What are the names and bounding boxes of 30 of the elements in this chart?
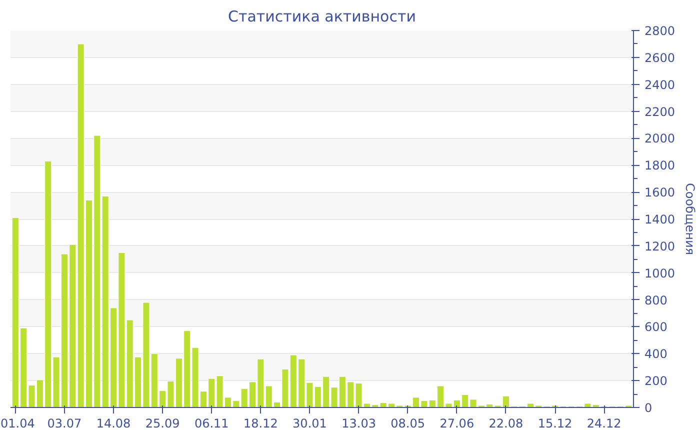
x-tick-label: 14.08 <box>96 416 131 430</box>
y-tick-label: 2600 <box>644 50 676 65</box>
y-tick-label: 600 <box>644 320 668 334</box>
x-tick-label: 25.09 <box>145 416 180 430</box>
y-tick-label: 2400 <box>644 78 676 92</box>
y-tick-label: 2200 <box>644 104 676 119</box>
x-tick-label: 06.11 <box>194 416 229 430</box>
x-tick-label: 30.01 <box>292 416 327 430</box>
y-tick-label: 1800 <box>644 158 676 173</box>
y-tick-label: 400 <box>644 347 668 362</box>
y-tick-label: 2800 <box>644 24 676 38</box>
y-tick-label: 1600 <box>644 186 676 200</box>
x-tick-label: 03.07 <box>47 416 82 430</box>
x-tick-label: 27.06 <box>440 416 474 430</box>
x-tick-label: 24.12 <box>586 416 622 430</box>
x-tick-label: 13.03 <box>342 416 376 430</box>
y-tick-label: 1000 <box>644 266 676 280</box>
x-tick-label: 15.12 <box>538 416 572 430</box>
y-tick-label: 0 <box>644 401 652 415</box>
y-tick-label: 1400 <box>644 212 676 226</box>
x-tick-label: 08.05 <box>390 416 426 430</box>
x-tick-label: 18.12 <box>244 416 278 430</box>
x-tick-label: 01.04 <box>0 416 35 430</box>
y-tick-label: 800 <box>644 293 668 308</box>
y-tick-label: 200 <box>644 374 668 388</box>
y-tick-label: 1200 <box>644 239 676 254</box>
x-tick-label: 22.08 <box>488 416 524 430</box>
y-tick-label: 2000 <box>644 132 676 146</box>
y-axis-title: Сообщения <box>683 182 698 256</box>
chart-title: Статистика активности <box>228 8 416 26</box>
